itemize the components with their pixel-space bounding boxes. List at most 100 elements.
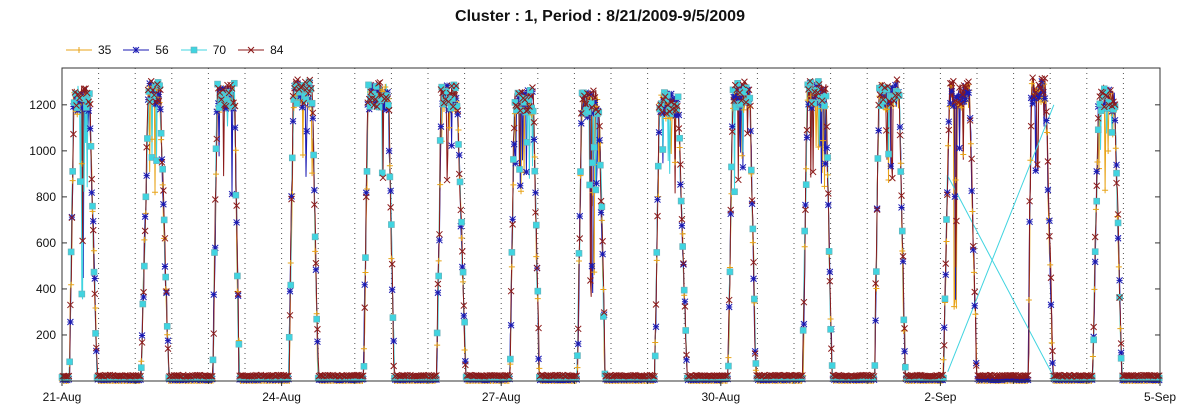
data-point-56 <box>590 109 597 117</box>
data-point-84 <box>678 215 686 223</box>
data-point-35 <box>1028 80 1035 87</box>
data-point-84 <box>282 372 289 380</box>
data-point-84 <box>1036 84 1044 92</box>
data-point-56 <box>738 83 745 91</box>
data-point-35 <box>884 106 891 113</box>
data-point-35 <box>951 303 958 310</box>
data-point-56 <box>872 317 879 324</box>
data-point-84 <box>390 362 398 370</box>
data-point-56 <box>157 105 164 113</box>
data-point-84 <box>294 76 301 83</box>
data-point-84 <box>1027 122 1035 130</box>
data-point-84 <box>667 98 675 106</box>
data-point-70 <box>654 162 662 170</box>
data-point-35 <box>364 185 370 192</box>
data-point-56 <box>652 323 660 331</box>
data-point-84 <box>1047 274 1055 282</box>
data-point-70 <box>234 272 241 280</box>
data-point-84 <box>826 277 834 285</box>
data-point-84 <box>672 106 680 114</box>
data-point-56 <box>219 85 227 92</box>
data-point-84 <box>283 372 291 380</box>
data-point-84 <box>673 102 681 110</box>
data-point-35 <box>1025 296 1032 303</box>
data-point-84 <box>446 89 454 97</box>
data-point-35 <box>458 234 465 241</box>
axes: 200 400 600 800 1000 1200 21-Aug 24-Aug 27-Aug 30… <box>29 67 1176 404</box>
data-point-35 <box>232 147 239 154</box>
data-point-70 <box>77 178 84 185</box>
data-point-70 <box>802 181 810 188</box>
data-point-84 <box>744 129 751 137</box>
data-point-70 <box>747 166 755 174</box>
data-point-84 <box>576 235 584 242</box>
data-point-70 <box>365 81 372 89</box>
data-point-84 <box>143 143 150 151</box>
data-point-56 <box>382 106 390 113</box>
data-point-84 <box>736 89 744 96</box>
data-point-56 <box>943 189 951 196</box>
data-point-56 <box>228 190 236 198</box>
data-point-70 <box>508 249 516 256</box>
data-point-84 <box>372 95 379 103</box>
data-point-35 <box>598 217 605 224</box>
data-point-84 <box>654 212 661 220</box>
legend-marker-35 <box>76 47 82 53</box>
data-point-84 <box>946 79 954 87</box>
data-point-84 <box>155 97 163 105</box>
data-point-70 <box>138 364 145 371</box>
data-point-84 <box>228 85 236 92</box>
data-point-70 <box>1108 129 1116 136</box>
data-point-56 <box>297 92 305 100</box>
data-point-84 <box>526 103 533 110</box>
x-tick-label: 24-Aug <box>262 390 301 404</box>
data-point-84 <box>1023 372 1030 380</box>
x-tick-label: 21-Aug <box>43 390 82 404</box>
data-point-70 <box>211 249 218 256</box>
data-point-84 <box>92 344 100 352</box>
data-point-56 <box>507 321 515 329</box>
data-point-70 <box>825 248 833 255</box>
data-point-84 <box>597 197 605 205</box>
data-point-70 <box>1090 336 1097 344</box>
data-point-84 <box>585 91 593 98</box>
data-point-70 <box>69 168 76 175</box>
data-point-70 <box>363 168 371 175</box>
data-point-84 <box>150 91 158 99</box>
data-point-84 <box>882 127 890 134</box>
data-point-84 <box>725 296 733 304</box>
data-point-84 <box>307 84 315 92</box>
data-point-70 <box>232 191 240 199</box>
data-point-84 <box>876 91 884 99</box>
data-point-35 <box>461 347 468 354</box>
data-point-70 <box>523 139 531 146</box>
data-point-84 <box>681 303 689 310</box>
data-point-35 <box>600 286 607 293</box>
data-point-84 <box>443 176 451 184</box>
data-point-84 <box>809 168 817 176</box>
data-point-56 <box>1038 78 1046 85</box>
data-point-84 <box>1044 158 1052 165</box>
data-point-70 <box>822 92 830 100</box>
data-point-84 <box>146 98 154 106</box>
data-point-84 <box>953 217 960 225</box>
data-point-56 <box>972 359 980 367</box>
data-point-35 <box>1115 263 1122 270</box>
data-point-56 <box>210 291 218 298</box>
data-point-56 <box>966 114 974 122</box>
data-point-84 <box>440 99 448 107</box>
data-point-56 <box>577 120 585 127</box>
data-point-70 <box>433 329 441 337</box>
x-tick-label: 27-Aug <box>482 390 521 404</box>
data-point-35 <box>958 104 965 111</box>
data-point-56 <box>748 200 756 208</box>
data-point-56 <box>1113 161 1120 169</box>
data-point-84 <box>652 301 660 308</box>
data-point-56 <box>965 89 972 96</box>
data-point-56 <box>956 144 963 152</box>
data-point-84 <box>164 345 172 352</box>
data-point-35 <box>807 93 814 100</box>
data-point-84 <box>1088 372 1096 380</box>
data-point-84 <box>957 100 965 108</box>
data-point-70 <box>386 173 394 181</box>
